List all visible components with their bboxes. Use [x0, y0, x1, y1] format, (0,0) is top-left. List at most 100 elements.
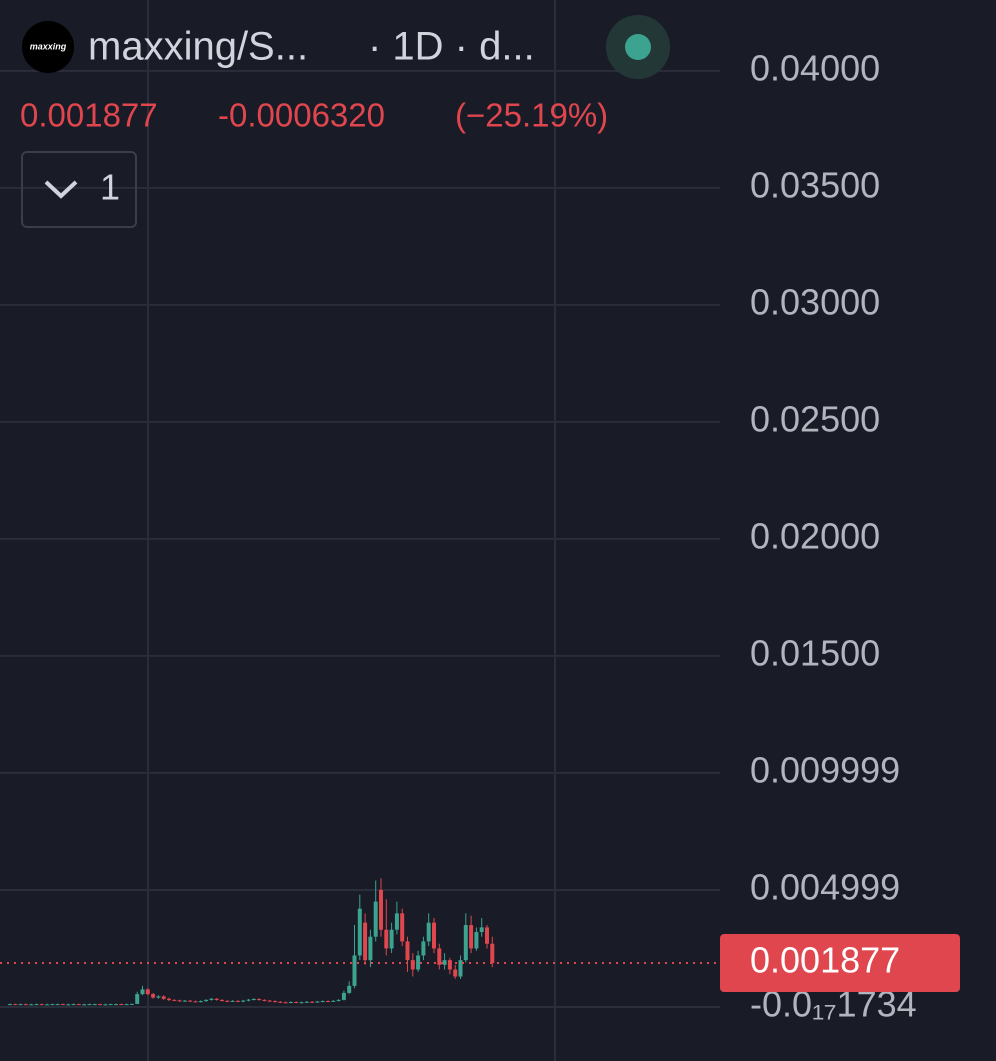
candle-body — [347, 985, 352, 993]
candle-body — [368, 936, 373, 961]
last-price-box — [720, 934, 960, 993]
change: -0.0006320 — [218, 97, 385, 134]
candle-body — [161, 996, 166, 999]
status-dot — [625, 34, 651, 60]
candle-body — [39, 1004, 44, 1006]
y-tick-label: 0.01500 — [750, 632, 880, 673]
candle-body — [209, 998, 214, 1000]
y-tick-label: 0.03000 — [750, 281, 880, 322]
candle-body — [267, 1000, 272, 1002]
candle-body — [156, 996, 161, 998]
candle-body — [310, 1001, 315, 1003]
candle-body — [394, 913, 399, 930]
change-pct: (−25.19%) — [455, 97, 608, 134]
candle-body — [145, 989, 150, 995]
candle-body — [469, 925, 474, 949]
candle-body — [357, 908, 362, 956]
candle-body — [299, 1002, 304, 1004]
candle-body — [246, 999, 251, 1001]
logo-text: maxxing — [30, 41, 67, 51]
candle-body — [283, 1002, 288, 1004]
candle-body — [55, 1004, 60, 1006]
candle-body — [61, 1004, 65, 1006]
candle-body — [341, 992, 346, 1000]
candle-body — [336, 999, 341, 1001]
candle-body — [437, 948, 442, 965]
candle-body — [490, 943, 495, 964]
last-price-label: 0.001877 — [750, 940, 900, 981]
candle-body — [45, 1004, 50, 1006]
candle-body — [320, 1001, 325, 1003]
candle-body — [76, 1004, 81, 1006]
candle-body — [432, 922, 436, 949]
candle-body — [103, 1004, 108, 1006]
candle-body — [278, 1001, 283, 1003]
candle-body — [416, 955, 421, 970]
candle-body — [87, 1004, 92, 1006]
candle-body — [92, 1004, 97, 1006]
candle-body — [304, 1001, 309, 1003]
candle-body — [177, 1000, 182, 1002]
candle-body — [135, 994, 140, 1004]
candle-body — [182, 1000, 187, 1002]
interval[interactable]: · 1D · d... — [368, 25, 535, 69]
candle-body — [447, 960, 452, 970]
candle-body — [326, 1001, 330, 1003]
candle-body — [331, 1000, 336, 1002]
y-tick-label: 0.009999 — [750, 749, 900, 790]
symbol-title[interactable]: maxxing/S... — [88, 25, 308, 69]
price: 0.001877 — [20, 97, 158, 134]
candle-body — [29, 1004, 34, 1006]
candle-body — [66, 1004, 71, 1006]
candle-body — [251, 998, 256, 1000]
candle-body — [8, 1004, 12, 1006]
candle-body — [241, 1000, 246, 1002]
candle-body — [119, 1004, 124, 1006]
chevron-icon — [44, 180, 78, 199]
candle-body — [124, 1004, 129, 1006]
candle-body — [294, 1002, 299, 1004]
candle-body — [262, 999, 267, 1001]
y-tick-label: 0.03500 — [750, 164, 880, 205]
candle-body — [257, 998, 262, 1000]
candle-body — [98, 1004, 103, 1006]
logo[interactable] — [22, 21, 74, 73]
candle-body — [140, 989, 145, 995]
candle-body — [426, 922, 431, 942]
candle-body — [315, 1001, 320, 1003]
candle-body — [204, 999, 209, 1002]
candle-body — [458, 960, 463, 977]
candle-body — [82, 1004, 87, 1006]
candle-body — [230, 1000, 235, 1002]
candle-body — [288, 1002, 293, 1004]
candle-body — [129, 1003, 134, 1005]
candle-body — [474, 932, 479, 949]
candle-body — [410, 960, 415, 970]
candle-body — [373, 901, 378, 937]
candle-body — [225, 1000, 230, 1002]
candle-body — [108, 1004, 113, 1006]
candle-body — [71, 1004, 76, 1006]
candle-body — [214, 998, 219, 1000]
candle-body — [363, 922, 368, 961]
candle-body — [34, 1004, 39, 1006]
candle-body — [442, 960, 447, 965]
y-tick-label: 0.02000 — [750, 515, 880, 556]
candle-body — [479, 927, 484, 933]
candle-body — [188, 1000, 193, 1002]
candle-body — [172, 999, 177, 1001]
candle-body — [421, 941, 426, 956]
y-tick-label: 0.04000 — [750, 47, 880, 88]
candle-body — [485, 927, 489, 944]
y-tick-label: 0.004999 — [750, 866, 900, 907]
indicator-toggle[interactable] — [21, 151, 137, 228]
candle-body — [193, 1001, 198, 1003]
candle-body — [352, 955, 357, 986]
candle-body — [235, 1000, 240, 1002]
candle-body — [114, 1004, 118, 1006]
indicator-count: 1 — [100, 167, 120, 208]
candle-body — [18, 1004, 23, 1006]
